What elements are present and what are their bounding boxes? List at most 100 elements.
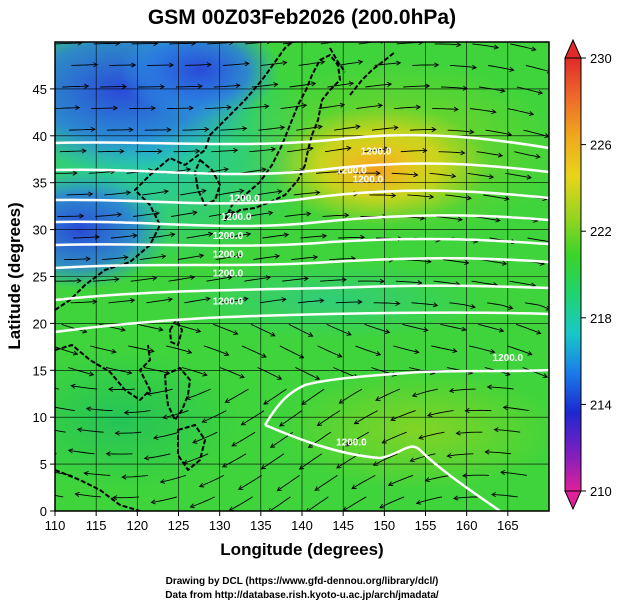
streamline <box>222 453 247 468</box>
streamline <box>364 323 390 333</box>
y-tick-label: 30 <box>33 223 47 238</box>
streamline-arrowhead <box>198 253 205 259</box>
streamline <box>362 148 389 153</box>
streamline <box>68 449 95 455</box>
streamline <box>336 61 363 66</box>
streamline-arrowhead <box>500 469 506 476</box>
streamline-arrowhead <box>240 420 246 426</box>
y-tick-label: 0 <box>40 504 47 519</box>
streamline <box>224 233 251 239</box>
streamline-arrowhead <box>461 326 467 332</box>
streamline <box>113 496 140 499</box>
streamline-arrowhead <box>314 486 320 491</box>
streamline-arrowhead <box>298 464 305 470</box>
x-tick-label: 155 <box>415 518 437 533</box>
streamline <box>91 107 118 110</box>
streamline-arrowhead <box>237 485 244 490</box>
streamline <box>500 471 527 476</box>
streamline-arrowhead <box>434 62 440 68</box>
streamline <box>485 451 512 455</box>
streamline <box>258 126 285 131</box>
streamline <box>204 106 231 110</box>
streamline <box>375 388 401 401</box>
streamline-arrowhead <box>455 430 461 436</box>
streamline-arrowhead <box>312 254 319 260</box>
streamline-arrowhead <box>424 83 431 89</box>
streamline-arrowhead <box>306 211 312 217</box>
streamline-arrowhead <box>242 126 248 132</box>
streamline-arrowhead <box>81 148 87 154</box>
streamline <box>373 453 398 466</box>
streamline-arrowhead <box>418 434 424 440</box>
streamline <box>182 128 209 131</box>
streamline-arrowhead <box>154 211 160 217</box>
streamline-arrowhead <box>491 109 497 115</box>
streamline-arrowhead <box>31 448 35 452</box>
streamline <box>104 191 131 196</box>
streamline <box>296 125 323 131</box>
streamline-arrowhead <box>279 421 285 427</box>
streamline <box>143 367 170 374</box>
streamline-arrowhead <box>125 190 132 196</box>
streamline-arrowhead <box>261 167 267 173</box>
streamline-arrowhead <box>355 124 361 130</box>
streamline-arrowhead <box>83 470 89 476</box>
streamline-arrowhead <box>143 455 150 461</box>
streamline-arrowhead <box>239 188 245 194</box>
streamline-arrowhead <box>76 427 83 433</box>
streamline-arrowhead <box>451 173 457 179</box>
streamline-arrowhead <box>227 274 234 280</box>
streamline <box>469 108 496 113</box>
streamline <box>146 298 173 304</box>
streamline-arrowhead <box>74 491 80 497</box>
colorbar-ticks: 230 226 222 218 214 210 <box>581 51 612 499</box>
streamline-arrowhead <box>372 461 379 466</box>
streamline-arrowhead <box>344 441 351 447</box>
streamline <box>261 453 285 470</box>
streamline <box>77 428 104 433</box>
streamline-arrowhead <box>34 383 38 387</box>
streamline-arrowhead <box>70 383 76 389</box>
streamline <box>55 471 73 476</box>
streamline-arrowhead <box>270 146 277 152</box>
streamline <box>257 367 282 380</box>
streamline-arrowhead <box>192 438 198 444</box>
streamline <box>326 323 352 336</box>
streamline <box>525 302 549 310</box>
x-tick-label: 140 <box>291 518 313 533</box>
streamline-arrowhead <box>245 231 252 237</box>
streamline <box>391 172 418 176</box>
streamline <box>142 190 169 196</box>
streamline <box>468 345 495 353</box>
streamline <box>175 323 201 333</box>
streamline <box>246 212 273 217</box>
streamline <box>225 388 249 403</box>
streamline <box>365 83 392 88</box>
streamline-arrowhead <box>114 276 120 282</box>
streamline <box>510 43 536 51</box>
streamline-arrowhead <box>105 451 111 457</box>
streamline <box>449 388 476 392</box>
streamline-arrowhead <box>464 259 470 266</box>
streamline <box>509 280 536 287</box>
streamline <box>86 408 113 412</box>
streamline-arrowhead <box>93 62 99 68</box>
streamline <box>411 302 438 307</box>
streamline-arrowhead <box>417 280 423 286</box>
y-tick-label: 40 <box>33 129 47 144</box>
streamline <box>238 475 262 490</box>
streamline <box>55 494 64 498</box>
streamline-arrowhead <box>337 353 343 358</box>
streamline <box>173 150 200 153</box>
streamline <box>101 256 128 261</box>
streamline-arrowhead <box>319 298 325 304</box>
streamline <box>186 233 213 239</box>
y-tick-label: 35 <box>33 176 47 191</box>
streamline-arrowhead <box>243 296 249 302</box>
streamline-arrowhead <box>132 233 138 239</box>
streamline-arrowhead <box>377 103 384 109</box>
streamline <box>122 474 149 478</box>
streamline-arrowhead <box>453 495 459 501</box>
streamline <box>185 388 211 400</box>
streamline-arrowhead <box>79 213 85 219</box>
